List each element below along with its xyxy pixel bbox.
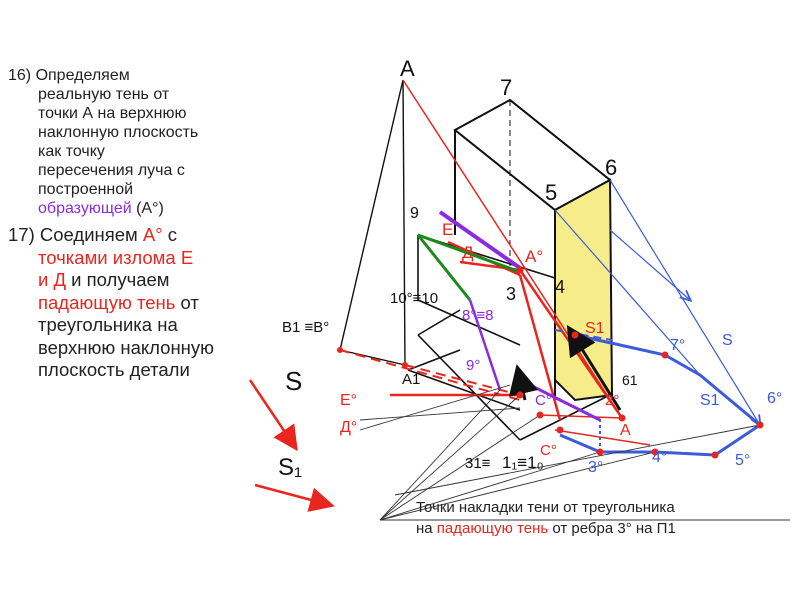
label-3-deg: 3° — [588, 459, 603, 476]
label-7: 7 — [500, 75, 512, 100]
label-6: 6 — [605, 155, 617, 180]
a0-note: (А°) — [131, 200, 164, 217]
step-16-line: точки А на верхнюю — [38, 105, 187, 122]
label-4-deg: 4° — [652, 449, 667, 466]
label-10-10: 10°≡10 — [390, 290, 438, 307]
label-c-deg: С° — [535, 392, 552, 409]
step-16-line: как точку — [38, 143, 105, 160]
footer-falling-shadow: падающую тень — [436, 520, 549, 537]
legend-label-s: S — [285, 366, 302, 396]
projecting-lines — [359, 384, 790, 521]
label-a1: А1 — [402, 371, 420, 388]
label-7-deg: 7° — [670, 337, 685, 354]
step-16-line: 16) Определяем — [8, 67, 130, 84]
label-31: 31≡ — [465, 455, 491, 472]
label-d-deg: Д° — [340, 419, 357, 436]
label-9-deg: 9° — [466, 357, 480, 374]
step-16-line: построенной — [38, 181, 134, 198]
label-4-hand: 4 — [555, 277, 565, 297]
footer-caption: Точки накладки тени от треугольника на п… — [416, 497, 786, 539]
step-16-line: реальную тень от — [38, 86, 170, 103]
legend-label-s1: S₁ — [278, 454, 302, 481]
label-s1-mid: S1 — [585, 320, 605, 337]
step-16-line: наклонную плоскость — [38, 124, 199, 141]
label-c2-deg: С° — [540, 442, 557, 459]
footer-part: от ребра 3° на П1 — [548, 520, 676, 537]
light-arrow-s — [248, 379, 298, 452]
step-17-part: с — [162, 224, 178, 245]
step-17-part: и получаем — [66, 269, 170, 290]
footer-line-1: Точки накладки тени от треугольника — [416, 499, 675, 516]
label-b1: В1 ≡В° — [282, 319, 329, 336]
step-17-bend-e: точками излома Е — [38, 246, 194, 268]
label-2-deg: 2° — [605, 392, 619, 409]
label-9: 9 — [410, 205, 419, 222]
label-s1-right: S1 — [700, 392, 720, 409]
step-17-a0: А° — [142, 224, 163, 245]
blue-rays — [554, 179, 760, 425]
step-17-falling-shadow: падающую тень — [38, 291, 176, 313]
label-a-deg: А° — [525, 247, 543, 266]
notes-panel: 16) Определяем реальную тень от точки А … — [8, 66, 248, 388]
label-1-10: 1₁≡1₀ — [502, 453, 544, 472]
triangle-edges — [339, 79, 406, 366]
light-arrow-s1 — [254, 483, 335, 512]
footer-part: на — [416, 520, 437, 537]
label-s-right: S — [722, 332, 733, 349]
label-61: 61 — [622, 372, 638, 388]
label-e-deg: Е° — [340, 392, 357, 409]
label-8: 8°≡8 — [462, 307, 493, 324]
step-16-line: пересечения луча с — [38, 162, 185, 179]
step-16-line-last: образующей (А°) — [8, 199, 248, 218]
label-6-deg: 6° — [767, 390, 782, 407]
step-16-text: 16) Определяем реальную тень от точки А … — [8, 66, 248, 218]
step-17-bend-d: и Д — [38, 269, 67, 290]
label-a-red: А — [620, 422, 631, 439]
generatrix-term: образующей — [38, 200, 132, 217]
label-a-top: А — [400, 56, 415, 81]
label-5: 5 — [545, 180, 557, 205]
black-arrows — [508, 324, 622, 411]
step-17-part: от треугольника на верхнюю наклонную пло… — [38, 291, 215, 381]
label-d: Д — [462, 243, 474, 262]
green-lines — [416, 233, 521, 301]
footer-line-2: на падающую тень от ребра 3° на П1 — [416, 518, 786, 539]
label-e: Е — [442, 220, 453, 239]
label-5-deg: 5° — [735, 452, 750, 469]
label-3-hand: 3 — [506, 284, 516, 304]
diagram-labels: А 7 6 5 9 Е Д А° 4 3 10°≡10 В1 ≡В° 8°≡8 … — [278, 56, 782, 481]
points — [337, 266, 764, 459]
light-direction-legend — [248, 379, 335, 512]
step-17-part: 17) Соединяем — [8, 224, 143, 245]
